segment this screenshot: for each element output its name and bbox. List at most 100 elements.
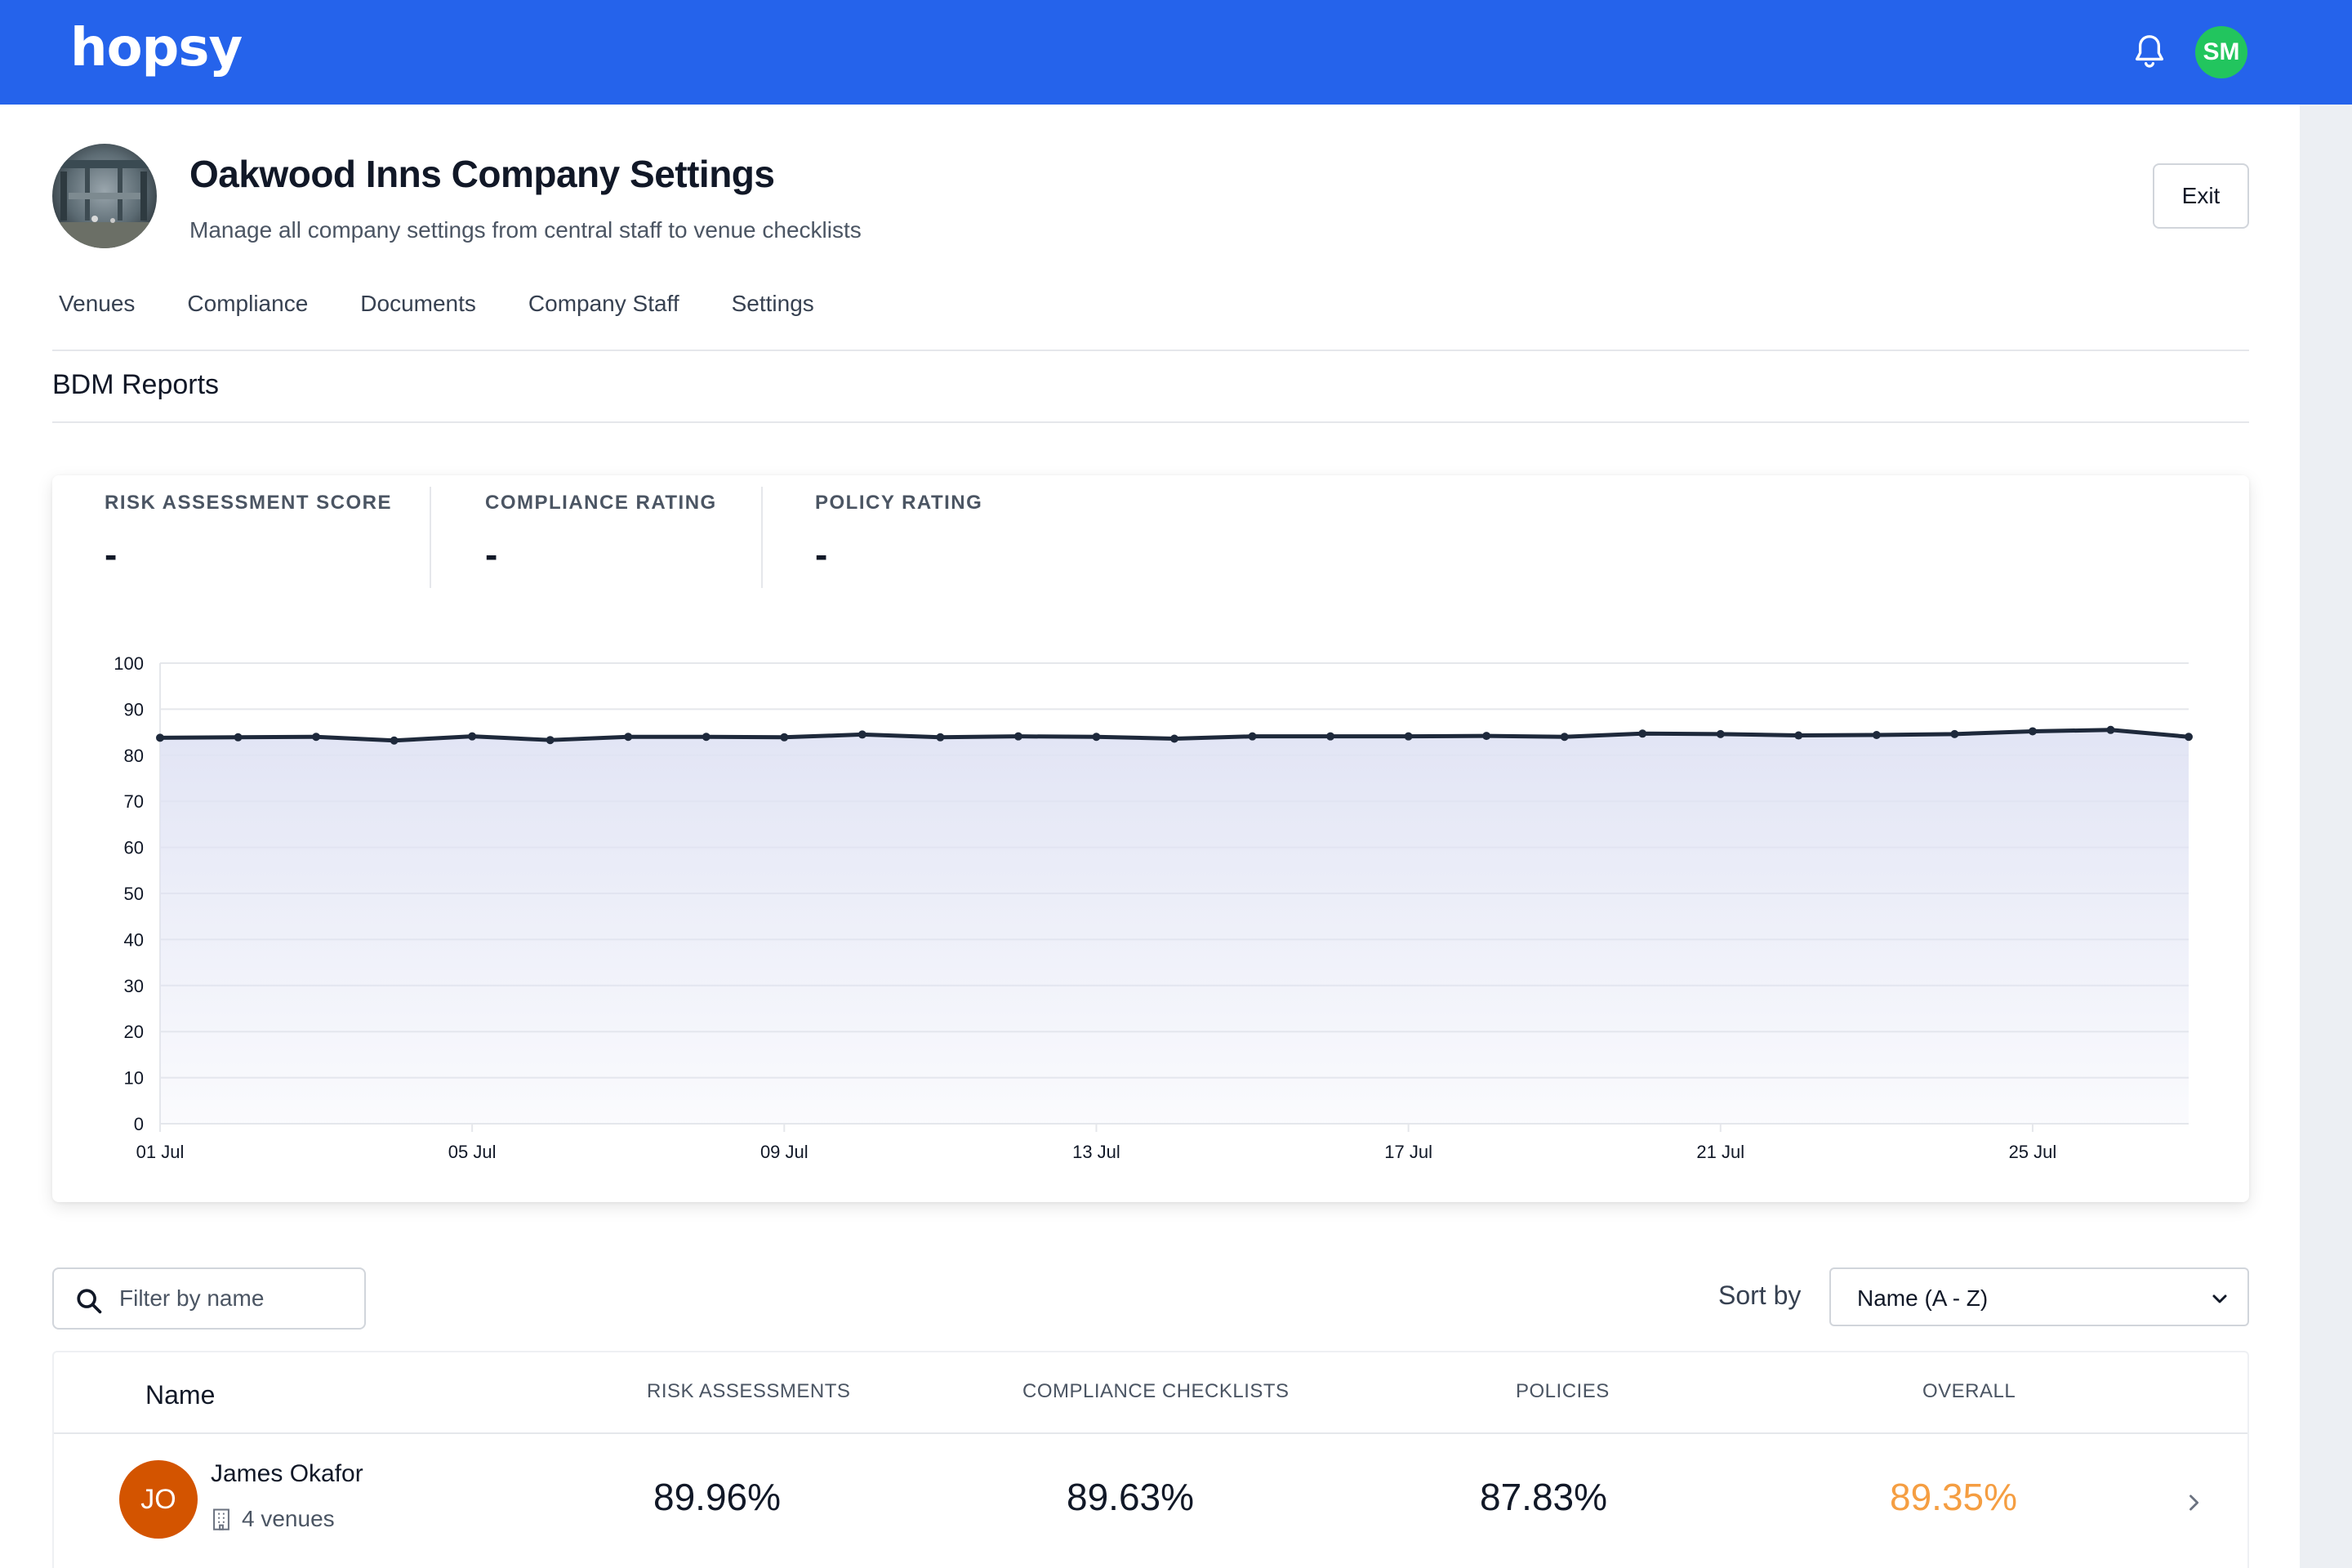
data-point	[1326, 732, 1335, 741]
risk-assessment-stat: RISK ASSESSMENT SCORE -	[105, 492, 392, 577]
data-point	[624, 733, 633, 742]
data-point	[156, 733, 164, 742]
venue-count-text: 4 venues	[242, 1506, 335, 1531]
risk-assessments-value: 89.96%	[653, 1476, 782, 1518]
stat-label: POLICY RATING	[815, 492, 983, 514]
notification-bell-icon[interactable]	[2132, 33, 2167, 72]
app-logo[interactable]: hopsy	[70, 18, 243, 78]
sort-select[interactable]: Name (A - Z)	[1829, 1267, 2249, 1326]
data-point	[2028, 727, 2037, 736]
data-point	[936, 733, 945, 742]
top-navbar: hopsy SM	[0, 0, 2352, 105]
y-tick-label: 30	[124, 976, 144, 996]
tab-venues[interactable]: Venues	[59, 291, 136, 316]
table-header-divider	[54, 1432, 2247, 1434]
data-point	[1482, 732, 1491, 741]
filter-input[interactable]	[119, 1277, 356, 1320]
chevron-right-icon[interactable]	[2182, 1488, 2205, 1517]
data-point	[2106, 725, 2115, 734]
data-point	[1013, 732, 1022, 741]
series-area	[160, 729, 2189, 1124]
filter-by-name-field[interactable]	[52, 1267, 366, 1330]
data-point	[1950, 729, 1959, 738]
data-point	[1638, 729, 1647, 738]
stat-value: -	[485, 533, 498, 576]
x-tick-label: 17 Jul	[1384, 1142, 1432, 1162]
y-tick-label: 100	[114, 653, 144, 674]
bdm-name: James Okafor	[211, 1460, 363, 1487]
bdm-table: Name RISK ASSESSMENTS COMPLIANCE CHECKLI…	[52, 1351, 2249, 1568]
stat-divider	[761, 487, 763, 588]
data-point	[390, 736, 399, 745]
sort-by-label: Sort by	[1718, 1281, 1802, 1310]
column-header-compliance-checklists: COMPLIANCE CHECKLISTS	[1022, 1380, 1290, 1402]
overall-value: 89.35%	[1890, 1476, 2018, 1518]
stat-label: COMPLIANCE RATING	[485, 492, 717, 514]
stat-label: RISK ASSESSMENT SCORE	[105, 492, 392, 514]
page-title: Oakwood Inns Company Settings	[189, 153, 775, 195]
score-trend-chart: 0 10 20 30 40 50 60 70 80 90 100 01 Jul 05 Jul 09 Jul…	[114, 653, 2193, 1162]
data-point	[1872, 730, 1881, 739]
data-point	[312, 733, 321, 742]
x-tick-label: 09 Jul	[760, 1142, 808, 1162]
compliance-rating-stat: COMPLIANCE RATING -	[485, 492, 717, 577]
policy-rating-stat: POLICY RATING -	[815, 492, 982, 577]
user-avatar[interactable]: SM	[2195, 26, 2247, 78]
tab-compliance[interactable]: Compliance	[187, 291, 309, 316]
section-divider	[52, 421, 2249, 423]
tab-documents[interactable]: Documents	[360, 291, 476, 316]
x-tick-label: 21 Jul	[1696, 1142, 1744, 1162]
column-header-risk-assessments: RISK ASSESSMENTS	[647, 1380, 851, 1402]
data-point	[1716, 729, 1725, 738]
x-tick-label: 01 Jul	[136, 1142, 185, 1162]
policies-value: 87.83%	[1480, 1476, 1608, 1518]
building-icon	[213, 1508, 229, 1530]
data-point	[546, 736, 555, 745]
y-tick-label: 40	[124, 929, 144, 950]
chevron-down-icon	[2212, 1294, 2227, 1303]
x-tick-label: 13 Jul	[1072, 1142, 1120, 1162]
data-point	[1794, 731, 1803, 740]
column-header-name[interactable]: Name	[145, 1380, 216, 1410]
search-icon	[77, 1289, 102, 1314]
compliance-checklists-value: 89.63%	[1067, 1476, 1195, 1518]
avatar: JO	[119, 1460, 198, 1539]
x-tick-label: 05 Jul	[448, 1142, 497, 1162]
y-tick-label: 70	[124, 791, 144, 812]
x-tick-label: 25 Jul	[2009, 1142, 2057, 1162]
y-tick-label: 20	[124, 1022, 144, 1042]
data-point	[1170, 734, 1178, 743]
data-point	[780, 733, 789, 742]
data-point	[702, 733, 710, 742]
y-tick-label: 50	[124, 884, 144, 904]
table-row[interactable]: JO James Okafor 4 venues 89.96% 89.63% 8…	[54, 1434, 2247, 1568]
data-point	[1560, 733, 1569, 742]
data-point	[858, 730, 866, 739]
y-tick-label: 10	[124, 1068, 144, 1089]
y-tick-label: 0	[134, 1114, 144, 1134]
column-header-policies: POLICIES	[1516, 1380, 1610, 1402]
data-point	[1404, 732, 1413, 741]
page-subtitle: Manage all company settings from central…	[189, 217, 862, 243]
data-point	[1092, 733, 1101, 742]
tab-company-staff[interactable]: Company Staff	[528, 291, 679, 316]
stat-value: -	[105, 533, 118, 576]
sort-selected-value: Name (A - Z)	[1857, 1285, 1989, 1311]
exit-button[interactable]: Exit	[2153, 163, 2249, 229]
data-point	[1248, 732, 1257, 741]
y-tick-label: 90	[124, 699, 144, 719]
data-point	[468, 732, 477, 741]
company-logo-image	[52, 144, 157, 248]
bdm-report-card: RISK ASSESSMENT SCORE - COMPLIANCE RATIN…	[52, 475, 2249, 1202]
stat-value: -	[815, 533, 828, 576]
scrollbar-track[interactable]	[2300, 105, 2352, 1568]
venue-count: 4 venues	[211, 1506, 335, 1532]
data-point	[234, 733, 243, 742]
data-point	[2185, 733, 2193, 742]
stat-divider	[430, 487, 431, 588]
tabs-divider	[52, 350, 2249, 351]
y-tick-label: 60	[124, 838, 144, 858]
settings-tabs: Venues Compliance Documents Company Staf…	[59, 291, 866, 317]
section-title: BDM Reports	[52, 369, 220, 400]
tab-settings[interactable]: Settings	[731, 291, 814, 316]
